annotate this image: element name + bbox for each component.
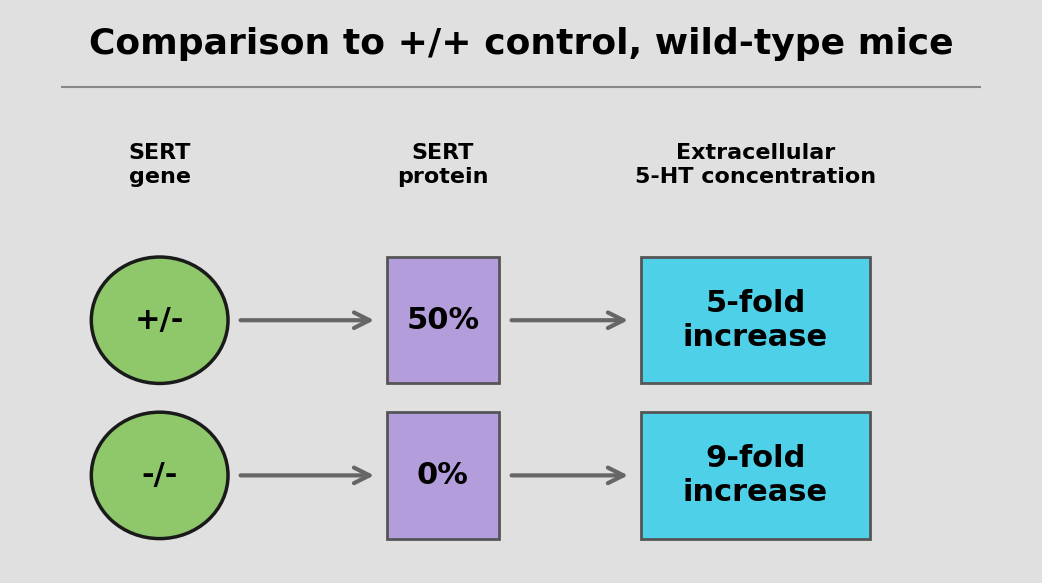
Ellipse shape	[92, 412, 228, 539]
Text: 50%: 50%	[406, 305, 479, 335]
Text: +/-: +/-	[135, 305, 184, 335]
Text: Extracellular
5-HT concentration: Extracellular 5-HT concentration	[635, 143, 876, 187]
Text: 9-fold
increase: 9-fold increase	[683, 444, 828, 507]
Text: Comparison to +/+ control, wild-type mice: Comparison to +/+ control, wild-type mic…	[89, 27, 953, 61]
FancyBboxPatch shape	[641, 257, 870, 384]
Text: SERT
protein: SERT protein	[397, 143, 489, 187]
FancyBboxPatch shape	[387, 412, 499, 539]
Text: 0%: 0%	[417, 461, 469, 490]
Ellipse shape	[92, 257, 228, 384]
FancyBboxPatch shape	[387, 257, 499, 384]
Text: 5-fold
increase: 5-fold increase	[683, 289, 828, 352]
Text: SERT
gene: SERT gene	[128, 143, 191, 187]
FancyBboxPatch shape	[641, 412, 870, 539]
Text: -/-: -/-	[142, 461, 178, 490]
